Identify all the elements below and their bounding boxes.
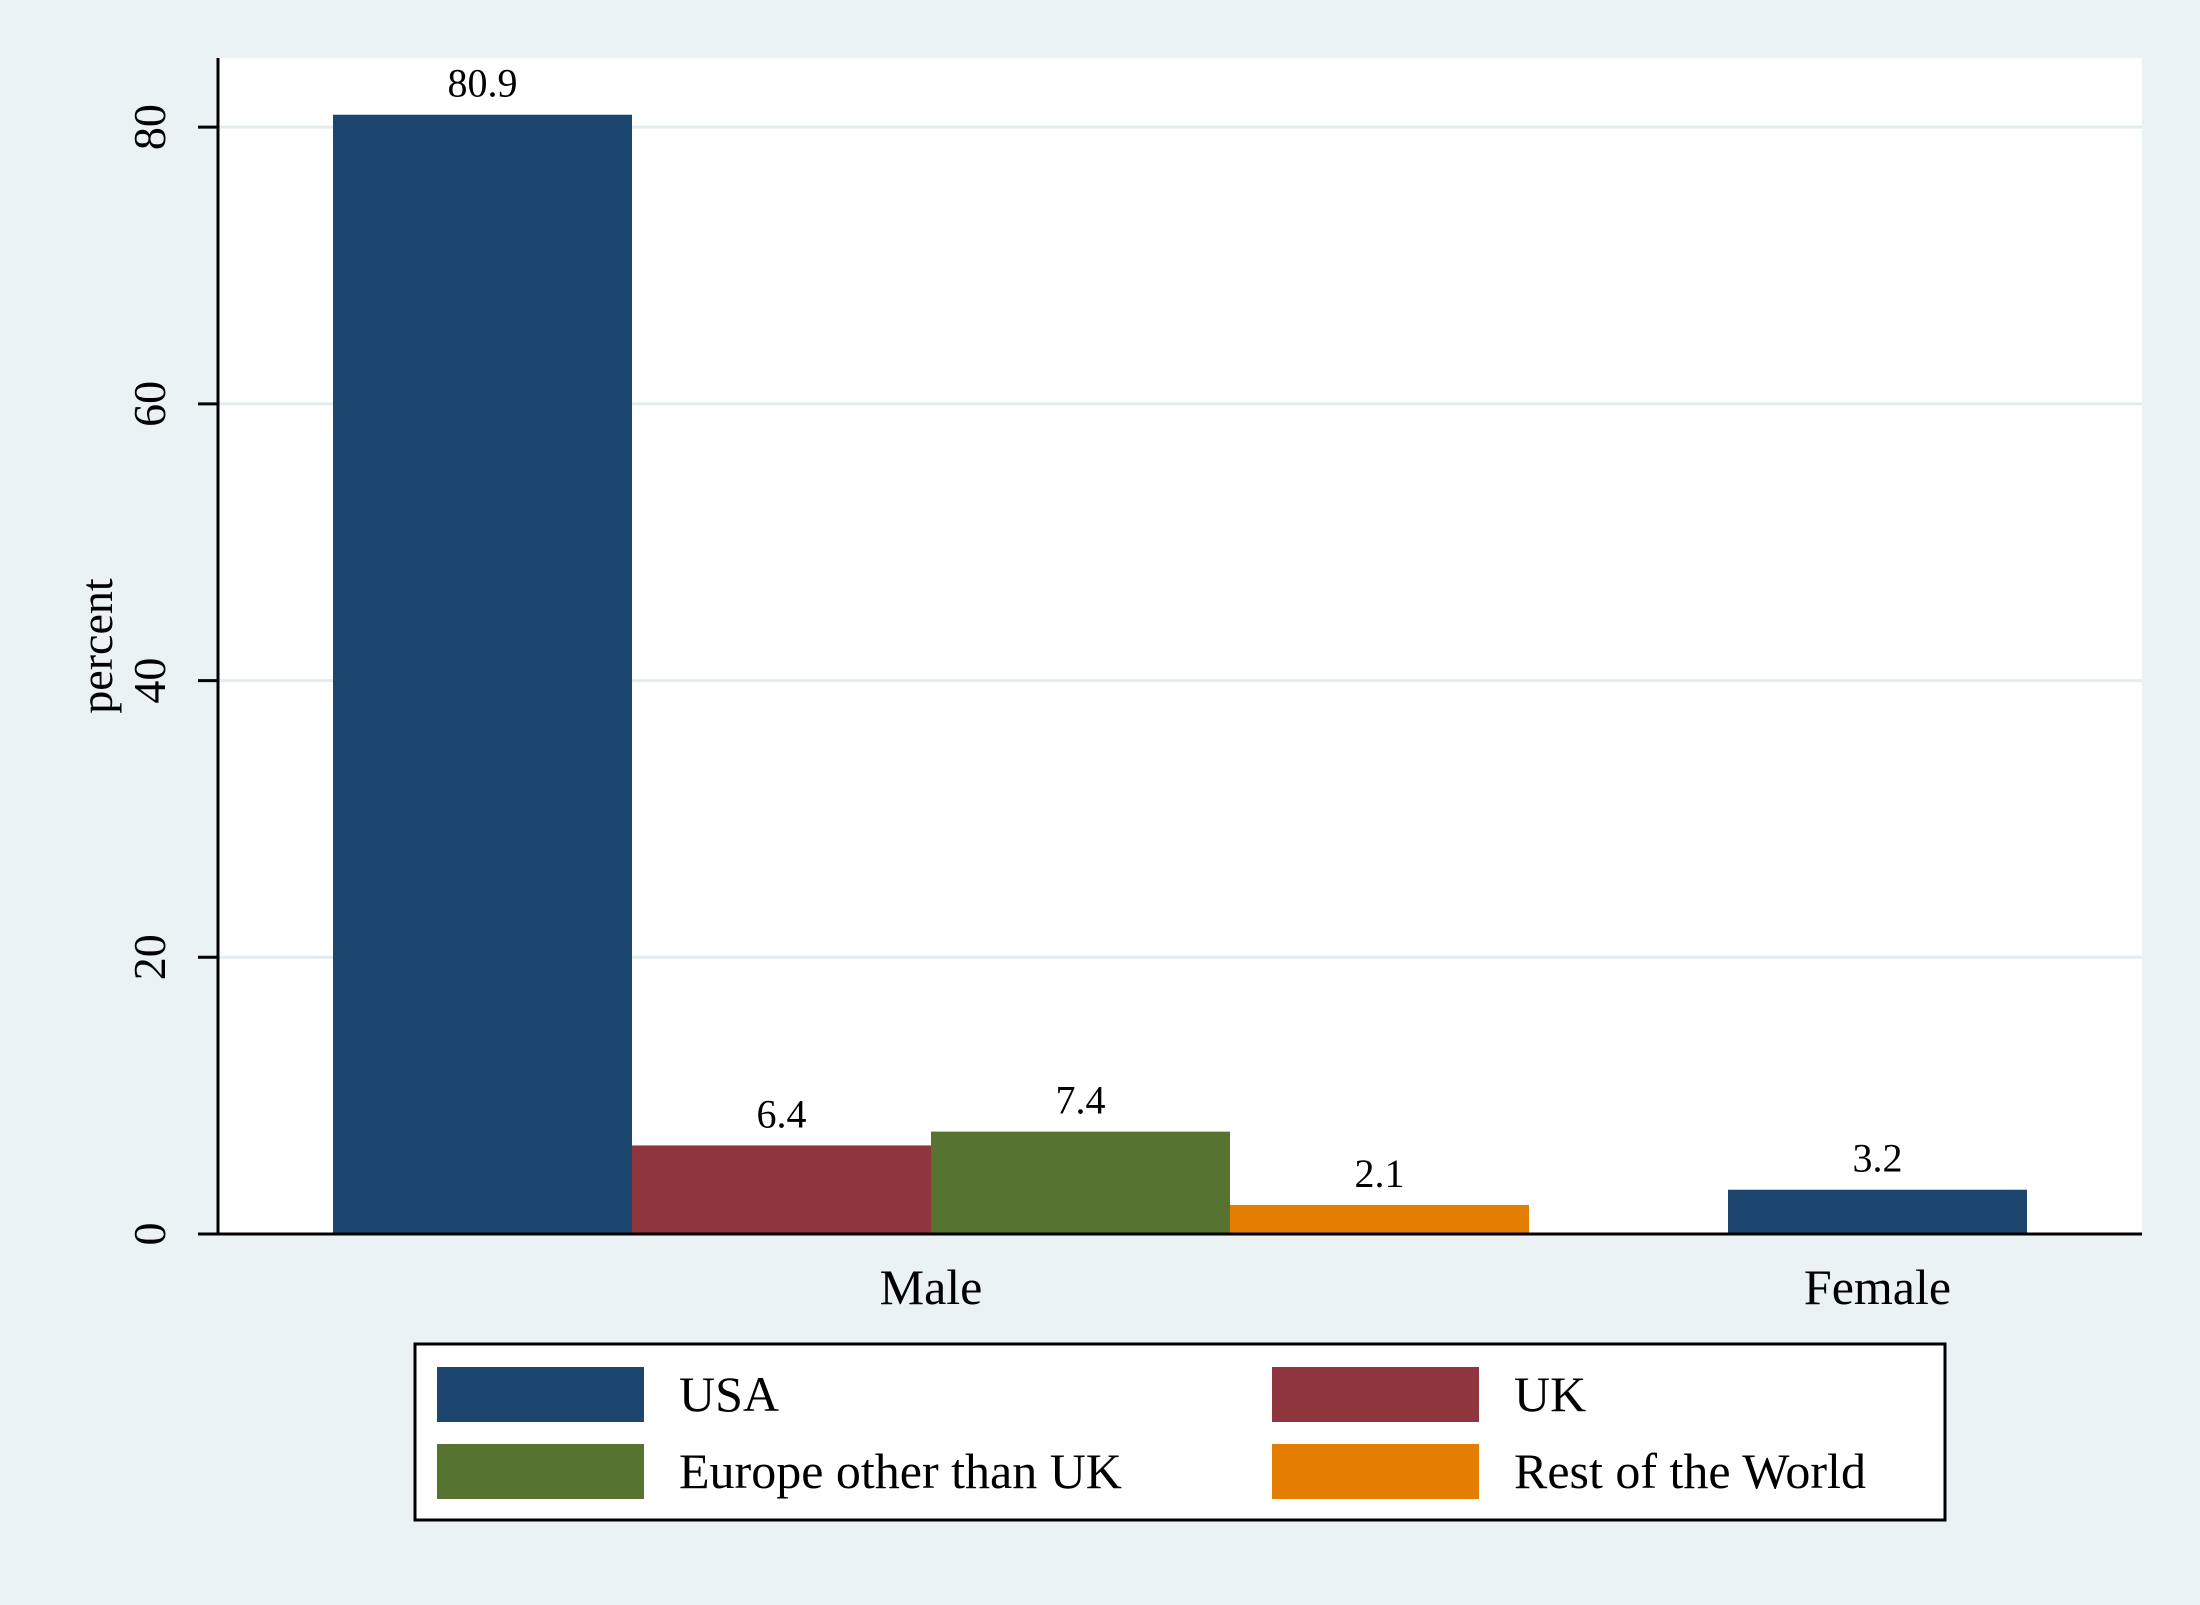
- y-tick-label-20: 20: [124, 934, 175, 980]
- bar-label-female-usa: 3.2: [1853, 1136, 1903, 1181]
- bar-male-europe-other-than-uk: [931, 1131, 1230, 1234]
- y-tick-label-60: 60: [124, 381, 175, 427]
- legend-swatch-usa: [437, 1367, 644, 1422]
- legend-box: [413, 1342, 1947, 1522]
- axes: 0 20 40 60 80 Male Female percent: [71, 58, 2142, 1315]
- legend-swatch-europe-other-than-uk: [437, 1444, 644, 1499]
- bar-label-male-europe-other-than-uk: 7.4: [1056, 1078, 1106, 1123]
- y-tick-label-0: 0: [124, 1223, 175, 1246]
- bar-male-rest-of-the-world: [1230, 1204, 1529, 1234]
- bars: [333, 114, 2027, 1234]
- legend-swatch-uk: [1272, 1367, 1479, 1422]
- bar-female-usa: [1728, 1189, 2027, 1234]
- y-axis-label: percent: [71, 578, 122, 714]
- legend-swatch-rest-of-the-world: [1272, 1444, 1479, 1499]
- legend: USA UK Europe other than UK Rest of the Wor…: [413, 1342, 1947, 1522]
- legend-label-europe-other-than-uk: Europe other than UK: [679, 1443, 1122, 1499]
- bar-label-male-uk: 6.4: [757, 1091, 807, 1136]
- y-tick-label-80: 80: [124, 104, 175, 150]
- y-axis-ticks: 0 20 40 60 80: [124, 104, 218, 1246]
- bar-value-labels: 80.9 6.4 7.4 2.1 3.2: [448, 61, 1903, 1196]
- legend-label-usa: USA: [679, 1366, 779, 1422]
- x-tick-label-female: Female: [1804, 1259, 1951, 1315]
- legend-label-uk: UK: [1514, 1366, 1586, 1422]
- y-tick-label-40: 40: [124, 658, 175, 704]
- x-axis-tick-labels: Male Female: [880, 1259, 1951, 1315]
- bar-male-uk: [632, 1145, 931, 1234]
- bar-label-male-rest-of-the-world: 2.1: [1355, 1151, 1405, 1196]
- bar-male-usa: [333, 114, 632, 1234]
- bar-label-male-usa: 80.9: [448, 61, 518, 106]
- legend-label-rest-of-the-world: Rest of the World: [1514, 1443, 1866, 1499]
- x-tick-label-male: Male: [880, 1259, 983, 1315]
